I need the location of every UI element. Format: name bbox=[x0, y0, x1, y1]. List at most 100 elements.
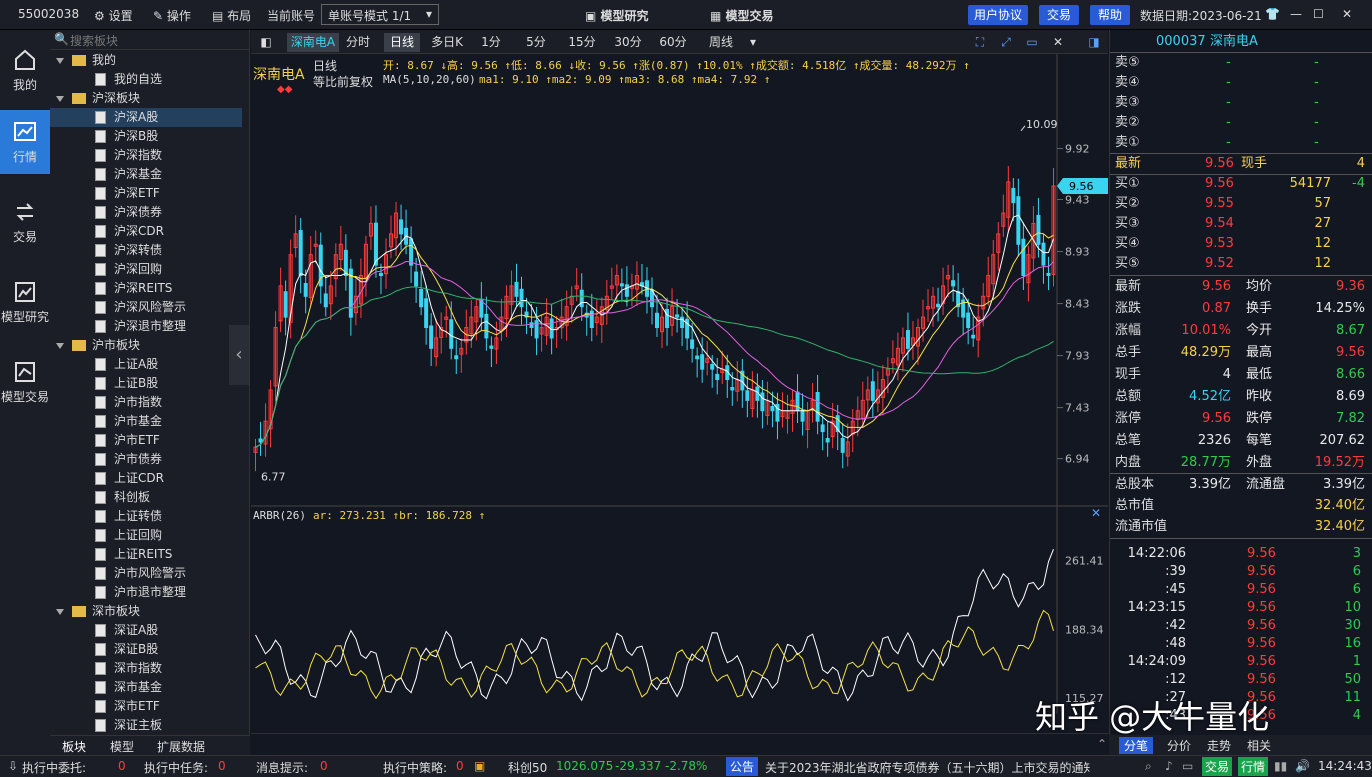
buy-row[interactable]: 买③ 9.54 27 bbox=[1110, 214, 1372, 234]
tree-item[interactable]: 沪深退市整理 bbox=[50, 317, 242, 336]
tab-sector[interactable]: 板块 bbox=[62, 740, 87, 754]
tree-item[interactable]: 深证A股 bbox=[50, 621, 242, 640]
sell-row[interactable]: 卖② - - bbox=[1110, 113, 1372, 133]
period-tab-timeshare[interactable]: 分时 bbox=[345, 35, 370, 49]
tree-item[interactable]: 沪市风险警示 bbox=[50, 564, 242, 583]
tree-group[interactable]: 沪市板块 bbox=[50, 336, 242, 355]
tree-item[interactable]: 科创板 bbox=[50, 488, 242, 507]
close-icon[interactable]: ✕ bbox=[1342, 7, 1353, 21]
period-tab-5m[interactable]: 5分 bbox=[526, 35, 546, 49]
tab-extended-data[interactable]: 扩展数据 bbox=[157, 740, 206, 754]
kline-svg[interactable]: 6.94 7.43 7.93 8.43 8.93 9.43 9.92 10.09 6.77 9.5… bbox=[251, 54, 1108, 734]
tree-item[interactable]: 沪深ETF bbox=[50, 184, 242, 203]
nav-research[interactable]: 模型研究 bbox=[0, 270, 50, 334]
maximize-icon[interactable]: ☐ bbox=[1313, 7, 1324, 21]
expand-arrow-icon[interactable] bbox=[56, 57, 64, 64]
buy-row[interactable]: 买② 9.55 57 bbox=[1110, 194, 1372, 214]
tree-item[interactable]: 上证B股 bbox=[50, 374, 242, 393]
sector-search-input[interactable]: 🔍 搜索板块 bbox=[50, 30, 249, 50]
tree-item[interactable]: 深市ETF bbox=[50, 697, 242, 716]
layout-menu[interactable]: ▤ 布局 bbox=[212, 9, 252, 23]
notice-text[interactable]: 关于2023年湖北省政府专项债券（五十六期）上市交易的通知 bbox=[765, 761, 1090, 775]
stock-tab[interactable]: 深南电A bbox=[287, 33, 339, 52]
tree-item[interactable]: 沪深B股 bbox=[50, 127, 242, 146]
monitor-icon[interactable]: ▭ bbox=[1182, 759, 1194, 773]
period-tab-1m[interactable]: 1分 bbox=[481, 35, 501, 49]
search-icon-status[interactable]: ⌕ bbox=[1145, 759, 1152, 773]
period-tab-daily[interactable]: 日线 bbox=[384, 33, 420, 52]
expand-arrow-icon[interactable] bbox=[56, 608, 64, 615]
tab-related[interactable]: 相关 bbox=[1247, 739, 1272, 753]
skin-icon[interactable]: 👕 bbox=[1265, 7, 1280, 21]
tree-item[interactable]: 沪市指数 bbox=[50, 393, 242, 412]
window-icon[interactable]: ▭ bbox=[1026, 35, 1038, 49]
tree-item[interactable]: 上证CDR bbox=[50, 469, 242, 488]
tree-item[interactable]: 沪市债券 bbox=[50, 450, 242, 469]
tab-ticks[interactable]: 分笔 bbox=[1119, 737, 1154, 754]
trade-status[interactable]: 交易 bbox=[1202, 757, 1233, 776]
tree-item[interactable]: 沪深转债 bbox=[50, 241, 242, 260]
nav-model-trade[interactable]: 模型交易 bbox=[0, 350, 50, 414]
sell-row[interactable]: 卖① - - bbox=[1110, 133, 1372, 153]
trade-button[interactable]: 交易 bbox=[1039, 5, 1079, 25]
period-tab-multiday[interactable]: 多日K bbox=[431, 35, 463, 49]
tree-item[interactable]: 我的自选 bbox=[50, 70, 242, 89]
sell-row[interactable]: 卖④ - - bbox=[1110, 73, 1372, 93]
sell-row[interactable]: 卖③ - - bbox=[1110, 93, 1372, 113]
settings-menu[interactable]: ⚙ 设置 bbox=[94, 9, 133, 23]
nav-trade[interactable]: 交易 bbox=[0, 190, 50, 254]
sound-icon[interactable]: 🔊 bbox=[1295, 759, 1310, 773]
model-trade-link[interactable]: ▦ 模型交易 bbox=[710, 9, 774, 23]
tree-item[interactable]: 沪深CDR bbox=[50, 222, 242, 241]
expand-arrow-icon[interactable] bbox=[56, 95, 64, 102]
tree-item[interactable]: 沪市基金 bbox=[50, 412, 242, 431]
tree-group[interactable]: 深市板块 bbox=[50, 602, 242, 621]
tree-item[interactable]: 上证转债 bbox=[50, 507, 242, 526]
nav-mine[interactable]: 我的 bbox=[0, 38, 50, 102]
tree-item[interactable]: 深证主板 bbox=[50, 716, 242, 735]
expand-icon[interactable]: ⤢ bbox=[1001, 35, 1011, 49]
bell-icon[interactable]: ♪ bbox=[1165, 759, 1173, 773]
tree-item[interactable]: 沪深REITS bbox=[50, 279, 242, 298]
operate-menu[interactable]: ✎ 操作 bbox=[153, 9, 191, 23]
tree-item[interactable]: 沪深回购 bbox=[50, 260, 242, 279]
tree-item[interactable]: 深市基金 bbox=[50, 678, 242, 697]
model-research-link[interactable]: ▣ 模型研究 bbox=[585, 9, 649, 23]
scroll-top-icon[interactable]: ⌃ bbox=[1097, 737, 1108, 751]
period-tab-60m[interactable]: 60分 bbox=[659, 35, 687, 49]
tree-group[interactable]: 沪深板块 bbox=[50, 89, 242, 108]
help-button[interactable]: 帮助 bbox=[1090, 5, 1130, 25]
tree-item[interactable]: 沪市退市整理 bbox=[50, 583, 242, 602]
nav-market[interactable]: 行情 bbox=[0, 110, 50, 174]
collapse-panel-button[interactable]: ‹ bbox=[229, 325, 249, 385]
tree-item[interactable]: 沪深债券 bbox=[50, 203, 242, 222]
tree-item[interactable]: 上证回购 bbox=[50, 526, 242, 545]
fit-icon[interactable]: ⛶ bbox=[975, 35, 985, 49]
user-agreement-button[interactable]: 用户协议 bbox=[968, 5, 1028, 25]
tree-item[interactable]: 沪市ETF bbox=[50, 431, 242, 450]
tree-item[interactable]: 沪深A股 bbox=[50, 108, 242, 127]
tree-item[interactable]: 深证B股 bbox=[50, 640, 242, 659]
minimize-icon[interactable]: — bbox=[1290, 7, 1302, 21]
market-status[interactable]: 行情 bbox=[1238, 757, 1269, 776]
tab-price-dist[interactable]: 分价 bbox=[1167, 739, 1192, 753]
tab-model[interactable]: 模型 bbox=[110, 740, 135, 754]
period-more-icon[interactable]: ▾ bbox=[749, 35, 757, 49]
expand-arrow-icon[interactable] bbox=[56, 342, 64, 349]
tree-item[interactable]: 沪深指数 bbox=[50, 146, 242, 165]
mode-select[interactable]: 单账号模式 1/1 ▾ bbox=[321, 4, 439, 25]
period-tab-15m[interactable]: 15分 bbox=[568, 35, 596, 49]
tree-item[interactable]: 上证A股 bbox=[50, 355, 242, 374]
tree-item[interactable]: 沪深风险警示 bbox=[50, 298, 242, 317]
chart-close-icon[interactable]: ✕ bbox=[1052, 35, 1064, 49]
tree-item[interactable]: 深市指数 bbox=[50, 659, 242, 678]
buy-row[interactable]: 买⑤ 9.52 12 bbox=[1110, 254, 1372, 274]
panel-toggle-icon[interactable]: ◧ bbox=[260, 35, 272, 49]
subchart-close-icon[interactable]: ✕ bbox=[1091, 506, 1102, 520]
buy-row[interactable]: 买① 9.56 54177 -4 bbox=[1110, 174, 1372, 194]
tab-trend[interactable]: 走势 bbox=[1207, 739, 1232, 753]
period-tab-weekly[interactable]: 周线 bbox=[708, 35, 733, 49]
sidebar-toggle-icon[interactable]: ◨ bbox=[1088, 35, 1100, 49]
buy-row[interactable]: 买④ 9.53 12 bbox=[1110, 234, 1372, 254]
period-tab-30m[interactable]: 30分 bbox=[614, 35, 642, 49]
